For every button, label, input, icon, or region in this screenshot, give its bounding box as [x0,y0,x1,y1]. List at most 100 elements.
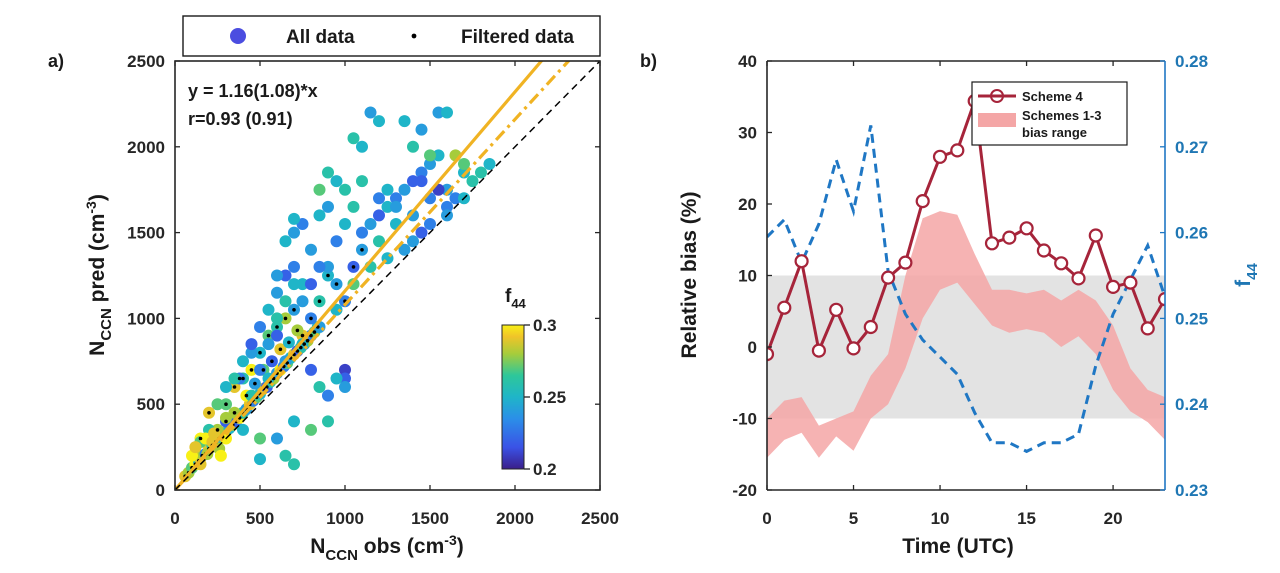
filtered-point [249,368,254,372]
panel-a-ytick-label: 1500 [127,224,165,243]
scatter-point [339,183,351,196]
scheme4-marker [794,254,809,269]
schemes-1-3-bias-range-area [767,211,1165,458]
scatter-point [373,209,385,222]
panel-b-y2tick-label: 0.25 [1175,309,1208,328]
panel-b-ytick-label: -10 [732,410,757,429]
scatter-point [220,381,232,393]
scheme4-marker [1123,275,1138,290]
panel-a-ylabel: NCCN pred (cm-3) [83,194,115,356]
scatter-point [271,329,283,342]
filtered-point [270,359,274,364]
filtered-point [287,340,291,345]
scatter-point [415,166,428,179]
scatter-point [424,158,436,170]
colorbar-tick-max: 0.3 [533,316,557,335]
fit-line-dashed [175,61,600,490]
scatter-point [330,372,343,385]
scatter-point [356,175,368,188]
scatter-point [271,269,283,282]
scatter-point [288,415,300,428]
filtered-point [198,436,203,441]
scatter-point [322,166,334,179]
scatter-point [211,398,224,411]
panel-b-y2tick-label: 0.26 [1175,224,1208,243]
scatter-point [330,235,343,248]
scheme4-marker [932,149,948,164]
filtered-point [241,376,245,381]
legend-scheme4-marker [990,89,1004,103]
scatter-point [330,175,343,188]
scatter-point [279,449,292,462]
filtered-point [224,402,228,407]
panel-b-timeseries: b) 0 5 10 15 20 -20 -10 0 10 20 30 40 0.23 0.24 0.25 0.… [640,51,1261,558]
panel-b-ytick-label: 20 [738,195,757,214]
scheme4-line [767,100,1165,356]
fit-lines-layer [175,61,600,490]
scatter-point [288,278,300,291]
scatter-point [356,140,368,153]
panel-b-xtick-label: 10 [931,509,950,528]
scatter-point [254,321,266,333]
scatter-point [424,218,436,230]
scatter-point [441,200,453,213]
panel-b-ytick-label: 40 [738,52,757,71]
panel-a-ytick-label: 500 [137,395,165,414]
filtered-point [258,350,262,355]
scatter-point [415,175,428,188]
scatter-point [407,175,419,188]
scatter-point [254,363,266,376]
panel-b-xtick-label: 15 [1017,509,1036,528]
legend-scheme4-label: Scheme 4 [1022,89,1083,104]
scatter-point [432,106,445,119]
scheme4-marker [984,236,1000,251]
legend-box [182,15,601,57]
scatter-point [381,183,394,196]
scatter-point [313,183,326,196]
scatter-point [398,243,411,256]
scatter-point [262,338,275,351]
panel-a-ytick-label: 1000 [127,309,165,328]
filtered-point [266,333,271,338]
scatter-point [279,295,292,308]
filtered-point [299,345,303,350]
scatter-point [313,260,326,273]
scheme4-marker [811,343,827,358]
filtered-point [302,342,307,346]
filtered-point [232,385,237,389]
scatter-point [237,423,249,436]
filtered-point [215,428,220,432]
legend-filtered-data-label: Filtered data [461,27,574,48]
scheme4-marker [1140,321,1155,336]
scatter-point [313,209,326,222]
scatter-point [271,312,283,325]
panel-b-ytick-label: 30 [738,124,757,143]
scatter-point [398,115,411,128]
scatter-point [288,260,300,273]
filtered-point [295,328,300,333]
scatter-point [279,235,292,248]
panel-a-ytick-label: 2500 [127,52,165,71]
scatter-point [288,212,300,225]
colorbar-gradient [501,324,525,470]
scatter-point [339,381,351,393]
fit-line-dash-dot [175,61,571,490]
filtered-point [275,325,279,329]
panel-a-xtick-label: 2000 [496,509,534,528]
scheme4-marker [1105,279,1121,294]
scatter-point [288,226,300,239]
scheme4-marker [915,194,930,209]
scheme4-marker [846,341,861,356]
panel-b-ticks: 0 5 10 15 20 -20 -10 0 10 20 30 40 0.23 0.24 0.25 0.26 0… [732,52,1208,528]
colorbar: f44 0.3 0.25 0.2 [501,286,566,479]
panel-b-legend: Scheme 4 Schemes 1-3 bias range [971,81,1128,146]
panel-b-xlabel: Time (UTC) [902,535,1014,558]
scheme4-marker [1019,221,1034,236]
scatter-point [296,278,309,291]
scatter-point [271,432,283,445]
scatter-point [347,132,360,145]
filtered-point [300,333,305,338]
scatter-point [381,200,394,213]
scatter-point [279,269,292,282]
